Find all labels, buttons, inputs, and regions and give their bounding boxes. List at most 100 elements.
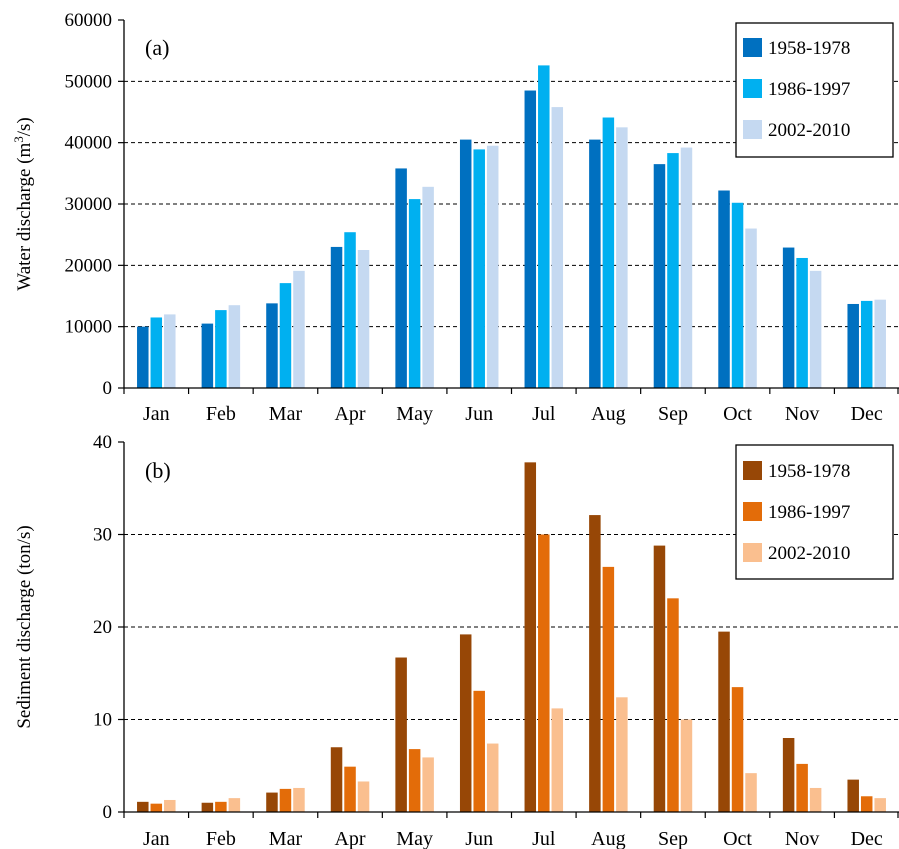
bar: [538, 65, 550, 388]
bar: [524, 462, 537, 812]
bar: [796, 763, 808, 812]
bar: [731, 202, 744, 388]
bar: [228, 798, 241, 813]
x-tick-label: Mar: [269, 828, 303, 849]
x-tick-label: Aug: [591, 828, 625, 849]
bar: [344, 232, 356, 388]
bar: [860, 300, 873, 388]
bar: [796, 257, 808, 388]
bar: [279, 283, 292, 388]
bar: [653, 545, 666, 812]
x-tick-label: Jan: [143, 828, 170, 849]
x-tick-label: Feb: [206, 828, 236, 849]
legend-swatch: [743, 79, 762, 98]
bar: [459, 139, 472, 388]
legend-box: [735, 444, 894, 580]
legend-label: 1986-1997: [768, 79, 850, 100]
y-tick-label: 40000: [65, 133, 113, 154]
bar: [137, 326, 149, 388]
bar: [745, 228, 757, 388]
bar: [809, 787, 822, 812]
bar: [473, 690, 485, 812]
y-tick-label: 40: [93, 432, 112, 453]
bar: [589, 139, 601, 388]
legend-label: 1958-1978: [768, 461, 850, 482]
x-tick-label: May: [396, 403, 433, 425]
legend-swatch: [743, 461, 762, 480]
bar: [667, 598, 679, 812]
bar: [201, 323, 214, 388]
bar: [745, 773, 757, 812]
legend-label: 2002-2010: [768, 543, 850, 564]
bar: [731, 687, 744, 813]
bar: [486, 145, 499, 388]
bar: [782, 247, 795, 388]
legend-label: 1958-1978: [768, 38, 850, 59]
bar: [215, 801, 227, 812]
legend-label: 1986-1997: [768, 502, 850, 523]
bar: [874, 798, 886, 813]
x-tick-label: Dec: [851, 403, 883, 425]
y-tick-label: 0: [103, 802, 113, 823]
x-tick-label: Nov: [785, 403, 819, 425]
y-tick-label: 30000: [65, 194, 113, 215]
bar: [486, 743, 499, 812]
bar: [809, 270, 822, 388]
x-tick-label: Apr: [334, 403, 365, 425]
bar: [266, 792, 278, 812]
bar: [422, 757, 434, 812]
x-tick-label: Apr: [334, 828, 365, 849]
x-tick-label: Jan: [143, 403, 170, 425]
x-tick-label: Aug: [591, 403, 625, 425]
bar: [874, 299, 886, 388]
legend: 1958-1978 1986-1997 2002-2010: [735, 444, 894, 580]
bar: [150, 803, 163, 812]
legend: 1958-1978 1986-1997 2002-2010: [735, 22, 894, 158]
bar: [602, 566, 615, 813]
y-tick-label: 60000: [65, 10, 113, 31]
bar: [551, 708, 564, 812]
legend-swatch: [743, 120, 762, 139]
bar: [616, 127, 628, 388]
bar: [266, 303, 278, 388]
bar: [395, 657, 407, 812]
bar: [718, 631, 730, 813]
bar: [395, 168, 407, 388]
bar: [680, 719, 693, 812]
bar: [422, 186, 434, 388]
x-tick-label: Jun: [465, 403, 493, 425]
y-axis-label: Sediment discharge (ton/s): [14, 525, 35, 728]
bar: [357, 781, 370, 812]
legend-box: [735, 22, 894, 158]
panel-a-water-discharge: 0 10000 20000 30000 40000 50000 60000 Jan Feb Mar…: [11, 10, 899, 425]
bar: [602, 117, 615, 389]
bar: [782, 738, 795, 812]
y-axis-label-superscript: 3: [11, 136, 26, 143]
legend-label: 2002-2010: [768, 120, 850, 141]
x-tick-label: Dec: [851, 828, 883, 849]
bar: [215, 310, 227, 388]
bar: [524, 90, 537, 388]
bar: [616, 697, 628, 812]
bar: [473, 149, 485, 388]
bar: [330, 246, 343, 388]
bar: [680, 147, 693, 388]
bar: [538, 534, 550, 812]
bar: [150, 317, 163, 388]
bar: [357, 250, 370, 388]
x-tick-label: Feb: [206, 403, 236, 425]
bar: [459, 634, 472, 812]
x-tick-label: Jul: [532, 828, 556, 849]
panel-b-sediment-discharge: 0 10 20 30 40 Jan Feb Mar Apr May Jun Jul Aug Sep Oct N…: [14, 432, 899, 849]
bar: [408, 199, 421, 388]
bar: [847, 303, 859, 388]
x-tick-label: Jul: [532, 403, 556, 425]
x-tick-label: Oct: [723, 828, 752, 849]
y-tick-label: 20000: [65, 255, 113, 276]
panel-label: (b): [145, 458, 171, 483]
y-tick-label: 0: [103, 378, 113, 399]
bar: [718, 190, 730, 388]
legend-swatch: [743, 543, 762, 562]
bar: [330, 747, 343, 812]
